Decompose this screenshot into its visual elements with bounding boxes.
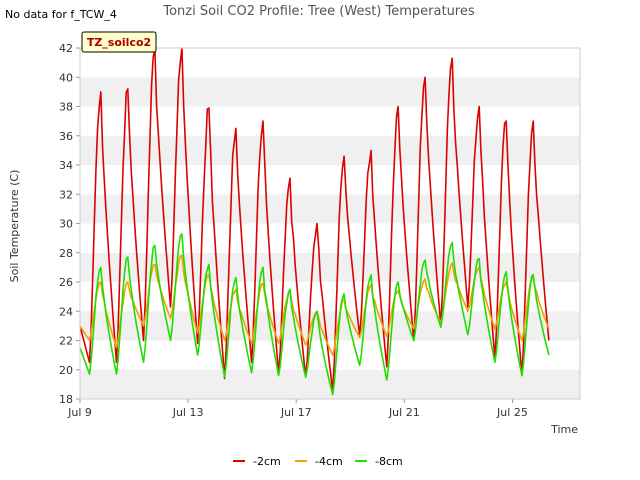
y-tick-label: 36 (59, 130, 73, 143)
y-tick-label: 22 (59, 335, 73, 348)
x-tick-label: Jul 9 (67, 406, 92, 419)
chart-title: Tonzi Soil CO2 Profile: Tree (West) Temp… (162, 4, 475, 19)
series-line-2cm (79, 47, 550, 391)
site-tag: TZ_soilco2 (81, 31, 157, 53)
site-tag-box (81, 31, 157, 53)
legend: -2cm -4cm -8cm (233, 455, 403, 468)
x-tick-label: Jul 13 (172, 406, 204, 419)
y-axis-ticks: 18 20 22 24 26 28 30 32 34 36 38 40 42 (59, 42, 80, 406)
grid-band (80, 223, 580, 253)
grid-band (80, 194, 580, 224)
y-tick-label: 34 (59, 159, 73, 172)
x-tick-label: Jul 21 (388, 406, 420, 419)
y-tick-label: 42 (59, 42, 73, 55)
legend-label: -4cm (315, 455, 343, 468)
y-tick-label: 20 (59, 364, 73, 377)
x-tick-label: Jul 17 (280, 406, 312, 419)
y-tick-label: 40 (59, 71, 73, 84)
grid-band (80, 77, 580, 107)
series-lines (79, 47, 550, 396)
plot-frame (79, 47, 581, 400)
x-axis-label: Time (550, 423, 578, 436)
y-axis-label: Soil Temperature (C) (8, 170, 21, 283)
grid-band (80, 165, 580, 195)
grid-band (80, 282, 580, 312)
x-tick-label: Jul 25 (496, 406, 528, 419)
no-data-note: No data for f_TCW_4 (5, 8, 117, 21)
y-tick-label: 28 (59, 247, 73, 260)
y-tick-label: 24 (59, 305, 73, 318)
plot-background-bands (80, 48, 580, 399)
series-line-8cm (79, 232, 550, 396)
y-tick-label: 38 (59, 101, 73, 114)
legend-label: -8cm (375, 455, 403, 468)
legend-label: -2cm (253, 455, 281, 468)
y-tick-label: 18 (59, 393, 73, 406)
site-tag-label: TZ_soilco2 (87, 36, 151, 49)
grid-band (80, 106, 580, 136)
grid-band (80, 48, 580, 78)
grid-band (80, 311, 580, 341)
y-tick-label: 32 (59, 188, 73, 201)
y-tick-label: 26 (59, 276, 73, 289)
grid-band (80, 252, 580, 282)
x-axis-ticks: Jul 9 Jul 13 Jul 17 Jul 21 Jul 25 (67, 399, 528, 419)
y-tick-label: 30 (59, 218, 73, 231)
grid-band (80, 135, 580, 165)
